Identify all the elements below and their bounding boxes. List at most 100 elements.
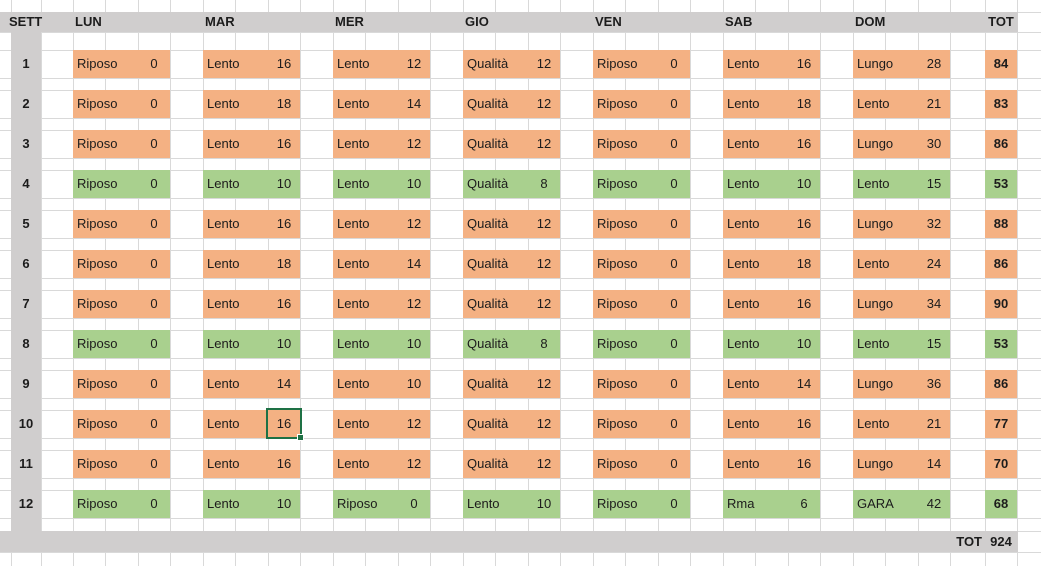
day-cell[interactable]: Lungo 28 [853, 50, 950, 78]
week-number-cell[interactable]: 8 [22, 336, 30, 351]
day-cell[interactable]: Riposo 0 [593, 290, 690, 318]
day-cell[interactable]: Lento 12 [333, 50, 430, 78]
day-cell[interactable]: Lento 10 [723, 170, 820, 198]
week-total-cell[interactable]: 84 [985, 50, 1017, 78]
week-number-cell[interactable]: 1 [22, 56, 30, 71]
day-cell[interactable]: Riposo 0 [73, 490, 170, 518]
week-total-cell[interactable]: 86 [985, 250, 1017, 278]
week-total-cell[interactable]: 88 [985, 210, 1017, 238]
day-cell[interactable]: Lento 14 [203, 370, 300, 398]
day-cell[interactable]: Rma 6 [723, 490, 820, 518]
day-cell[interactable]: Qualità 12 [463, 90, 560, 118]
day-cell[interactable]: Qualità 12 [463, 450, 560, 478]
day-cell[interactable]: Riposo 0 [593, 450, 690, 478]
header-dom[interactable]: DOM [855, 14, 886, 29]
week-number-cell[interactable]: 3 [22, 136, 30, 151]
day-cell[interactable]: Riposo 0 [593, 410, 690, 438]
header-mer[interactable]: MER [335, 14, 364, 29]
week-number-cell[interactable]: 9 [22, 376, 30, 391]
day-cell[interactable]: Riposo 0 [73, 370, 170, 398]
day-cell[interactable]: Lento 16 [723, 410, 820, 438]
day-cell[interactable]: Riposo 0 [593, 90, 690, 118]
week-total-cell[interactable]: 86 [985, 370, 1017, 398]
week-number-cell[interactable]: 12 [18, 496, 34, 511]
week-number-cell[interactable]: 11 [19, 456, 33, 471]
day-cell[interactable]: Lento 18 [723, 250, 820, 278]
day-cell[interactable]: Lento 18 [203, 250, 300, 278]
day-cell[interactable]: Qualità 8 [463, 330, 560, 358]
header-sab[interactable]: SAB [725, 14, 753, 29]
day-cell[interactable]: Lento 14 [333, 250, 430, 278]
day-cell[interactable]: Lento 16 [723, 50, 820, 78]
day-cell[interactable]: Lento 15 [853, 170, 950, 198]
week-total-cell[interactable]: 53 [985, 170, 1017, 198]
day-cell[interactable]: Lento 16 [723, 290, 820, 318]
day-cell[interactable]: Lento 16 [203, 450, 300, 478]
day-cell[interactable]: Lento 10 [333, 170, 430, 198]
day-cell[interactable]: Lento 12 [333, 210, 430, 238]
day-cell[interactable]: Qualità 8 [463, 170, 560, 198]
header-ven[interactable]: VEN [595, 14, 622, 29]
day-cell[interactable]: Riposo 0 [593, 370, 690, 398]
day-cell[interactable]: Lungo 34 [853, 290, 950, 318]
day-cell[interactable]: Lento 10 [463, 490, 560, 518]
day-cell[interactable]: Lento 16 [203, 290, 300, 318]
day-cell[interactable]: Riposo 0 [593, 490, 690, 518]
day-cell[interactable]: Lento 12 [333, 410, 430, 438]
day-cell[interactable]: Riposo 0 [593, 50, 690, 78]
day-cell[interactable]: Lento 12 [333, 450, 430, 478]
day-cell[interactable]: Riposo 0 [73, 290, 170, 318]
day-cell[interactable]: GARA 42 [853, 490, 950, 518]
day-cell[interactable]: Lento 12 [333, 290, 430, 318]
day-cell[interactable]: Riposo 0 [593, 170, 690, 198]
week-number-cell[interactable]: 4 [22, 176, 30, 191]
day-cell[interactable]: Lento 10 [333, 330, 430, 358]
week-number-cell[interactable]: 6 [22, 256, 30, 271]
day-cell[interactable]: Lento 21 [853, 410, 950, 438]
day-cell[interactable]: Qualità 12 [463, 130, 560, 158]
day-cell[interactable]: Qualità 12 [463, 410, 560, 438]
day-cell[interactable]: Qualità 12 [463, 50, 560, 78]
day-cell[interactable]: Lungo 32 [853, 210, 950, 238]
day-cell[interactable]: Lento 10 [333, 370, 430, 398]
day-cell[interactable]: Riposo 0 [73, 90, 170, 118]
day-cell[interactable]: Riposo 0 [593, 210, 690, 238]
day-cell[interactable]: Lento 10 [723, 330, 820, 358]
week-total-cell[interactable]: 86 [985, 130, 1017, 158]
day-cell[interactable]: Riposo 0 [593, 330, 690, 358]
day-cell[interactable]: Riposo 0 [73, 410, 170, 438]
header-gio[interactable]: GIO [465, 14, 489, 29]
day-cell[interactable]: Lento 16 [723, 450, 820, 478]
week-number-cell[interactable]: 5 [22, 216, 30, 231]
week-total-cell[interactable]: 90 [985, 290, 1017, 318]
selected-cell-border[interactable] [266, 408, 304, 441]
day-cell[interactable]: Riposo 0 [73, 210, 170, 238]
day-cell[interactable]: Lento 16 [723, 130, 820, 158]
day-cell[interactable]: Riposo 0 [73, 330, 170, 358]
day-cell[interactable]: Lungo 30 [853, 130, 950, 158]
day-cell[interactable]: Lento 16 [203, 130, 300, 158]
week-total-cell[interactable]: 83 [985, 90, 1017, 118]
day-cell[interactable]: Qualità 12 [463, 290, 560, 318]
day-cell[interactable]: Riposo 0 [333, 490, 430, 518]
day-cell[interactable]: Riposo 0 [73, 250, 170, 278]
week-total-cell[interactable]: 68 [985, 490, 1017, 518]
day-cell[interactable]: Lento 14 [333, 90, 430, 118]
footer-tot-value[interactable]: 924 [990, 534, 1012, 549]
day-cell[interactable]: Lento 16 [203, 410, 300, 438]
day-cell[interactable]: Lento 12 [333, 130, 430, 158]
day-cell[interactable]: Lungo 36 [853, 370, 950, 398]
week-number-cell[interactable]: 10 [18, 416, 34, 431]
week-total-cell[interactable]: 77 [985, 410, 1017, 438]
day-cell[interactable]: Riposo 0 [593, 130, 690, 158]
day-cell[interactable]: Lento 18 [203, 90, 300, 118]
week-total-cell[interactable]: 53 [985, 330, 1017, 358]
day-cell[interactable]: Lento 10 [203, 490, 300, 518]
day-cell[interactable]: Lento 16 [723, 210, 820, 238]
day-cell[interactable]: Lento 24 [853, 250, 950, 278]
day-cell[interactable]: Riposo 0 [73, 170, 170, 198]
day-cell[interactable]: Lento 18 [723, 90, 820, 118]
day-cell[interactable]: Lento 15 [853, 330, 950, 358]
header-sett[interactable]: SETT [9, 14, 43, 29]
week-number-cell[interactable]: 2 [22, 96, 30, 111]
